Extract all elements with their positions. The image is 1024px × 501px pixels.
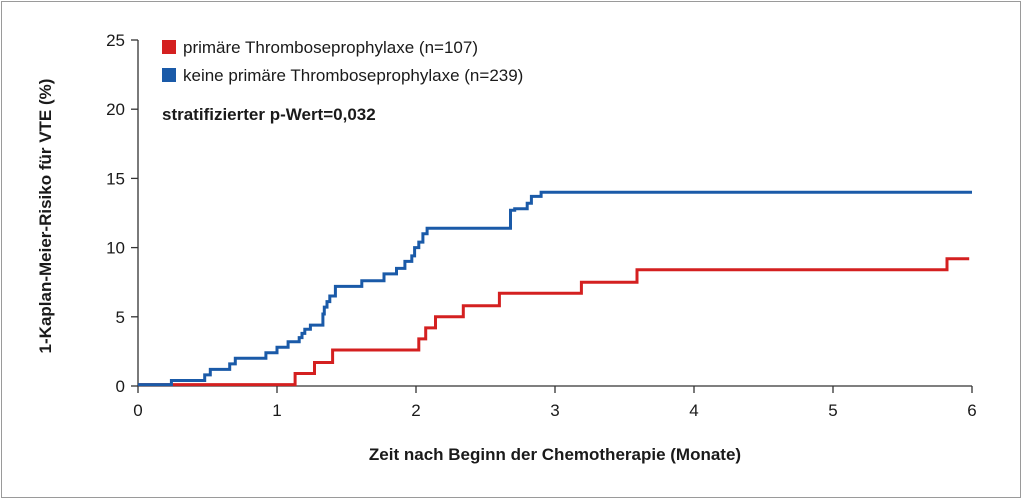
y-tick-label: 0: [116, 377, 125, 396]
legend-label: keine primäre Thromboseprophylaxe (n=239…: [183, 66, 523, 85]
y-tick-label: 25: [106, 31, 125, 50]
legend: primäre Thromboseprophylaxe (n=107) keine…: [162, 38, 523, 85]
y-tick-label: 5: [116, 308, 125, 327]
x-tick-label: 5: [828, 401, 837, 420]
y-tick-label: 15: [106, 169, 125, 188]
series-line-keine-prophylaxe: [138, 190, 972, 387]
x-tick-label: 4: [689, 401, 698, 420]
x-axis-title: Zeit nach Beginn der Chemotherapie (Mona…: [369, 445, 741, 464]
legend-swatch: [162, 40, 176, 54]
y-tick-label: 20: [106, 100, 125, 119]
series-line-prophylaxe: [138, 257, 970, 387]
series-layer: [138, 190, 972, 387]
y-axis-title: 1-Kaplan-Meier-Risiko für VTE (%): [36, 79, 55, 354]
p-value-annotation: stratifizierter p-Wert=0,032: [162, 105, 376, 124]
legend-label: primäre Thromboseprophylaxe (n=107): [183, 38, 478, 57]
y-tick-label: 10: [106, 239, 125, 258]
x-tick-label: 1: [272, 401, 281, 420]
legend-swatch: [162, 68, 176, 82]
x-tick-label: 3: [550, 401, 559, 420]
axes: 0 5 10 15 20 25 0 1 2 3 4 5 6: [106, 31, 977, 420]
x-tick-label: 0: [133, 401, 142, 420]
x-tick-label: 2: [411, 401, 420, 420]
x-tick-label: 6: [967, 401, 976, 420]
